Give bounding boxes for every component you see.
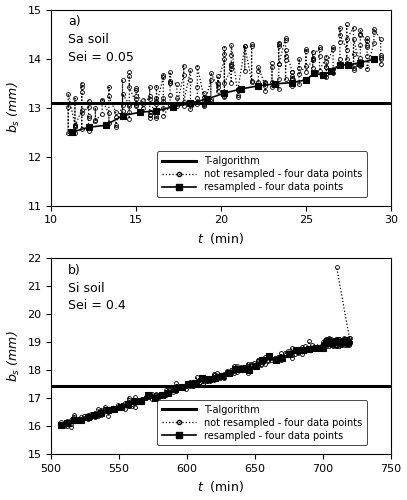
Y-axis label: $b_s$ (mm): $b_s$ (mm): [6, 330, 22, 382]
Legend: T-algorithm, not resampled - four data points, resampled - four data points: T-algorithm, not resampled - four data p…: [157, 400, 367, 446]
Text: Sei = 0.05: Sei = 0.05: [68, 50, 134, 64]
Text: Sa soil: Sa soil: [68, 33, 109, 46]
Text: a): a): [68, 16, 81, 28]
Legend: T-algorithm, not resampled - four data points, resampled - four data points: T-algorithm, not resampled - four data p…: [157, 151, 367, 197]
X-axis label: $t$  (min): $t$ (min): [197, 231, 245, 246]
X-axis label: $t$  (min): $t$ (min): [197, 480, 245, 494]
Text: b): b): [68, 264, 81, 277]
Y-axis label: $b_s$ (mm): $b_s$ (mm): [6, 82, 22, 134]
Text: Si soil: Si soil: [68, 282, 105, 294]
Text: Sei = 0.4: Sei = 0.4: [68, 300, 126, 312]
